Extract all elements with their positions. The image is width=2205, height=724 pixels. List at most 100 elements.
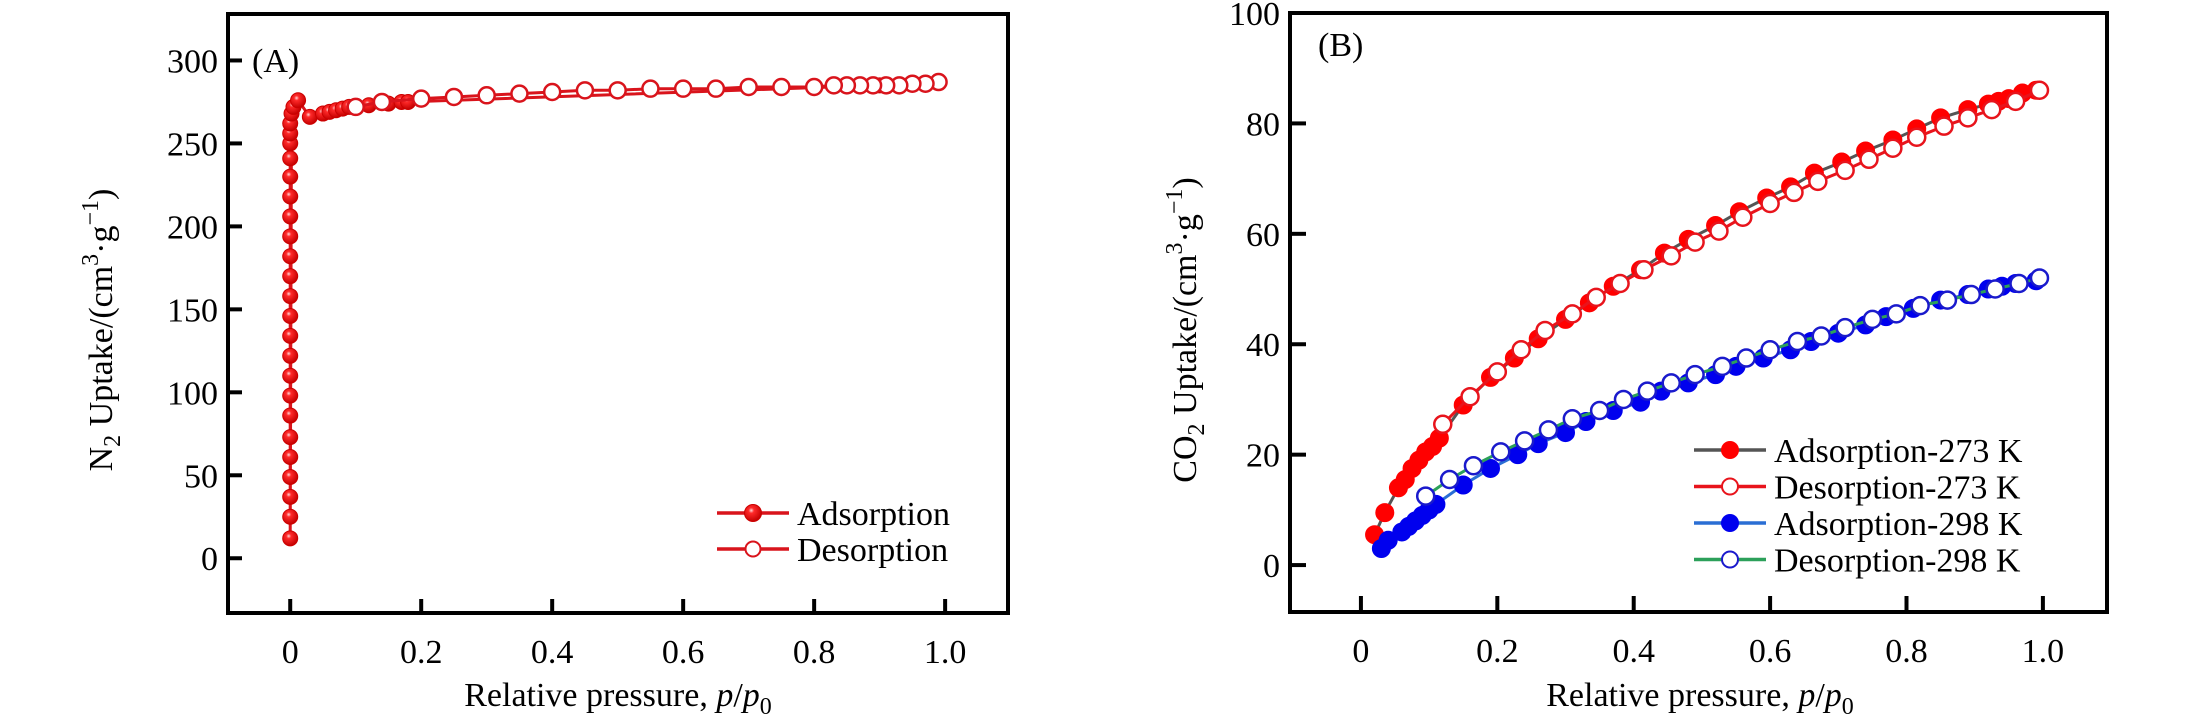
y-label-a-sub: 2 [100, 435, 126, 447]
data-point [1760, 340, 1780, 360]
data-point [1736, 348, 1756, 368]
data-point [282, 307, 299, 324]
y-label-b-sup: 3 [1162, 242, 1188, 254]
data-point [1859, 149, 1879, 170]
data-point [1535, 320, 1555, 341]
data-point [1937, 290, 1958, 310]
y-tick-label: 300 [167, 43, 218, 80]
x-label-main: Relative pressure, [464, 677, 716, 714]
y-label-c-sup: −1 [78, 200, 104, 226]
data-point [290, 92, 307, 109]
data-point [282, 468, 299, 485]
legend-marker [1721, 477, 1739, 496]
x-tick-label: 1.0 [924, 634, 967, 671]
y-label-c-sup: −1 [1162, 189, 1188, 215]
data-point [282, 188, 299, 205]
panel-a-series [282, 72, 948, 547]
data-point [1787, 331, 1808, 352]
y-label-b-sup: 3 [78, 254, 104, 266]
y-tick-label: 0 [201, 541, 218, 578]
y-tick-label: 60 [1246, 217, 1280, 254]
data-point [477, 86, 496, 105]
data-point [1433, 414, 1453, 435]
y-label-c: ·g [83, 225, 120, 253]
data-point [1733, 207, 1753, 228]
legend-marker [744, 504, 762, 522]
data-point [1906, 127, 1927, 147]
data-point [1712, 356, 1733, 377]
x-label-p: p [714, 677, 733, 714]
plot-area [282, 72, 948, 547]
legend-marker [1721, 550, 1739, 569]
y-tick-label: 50 [184, 458, 218, 495]
x-label-p0: p [1823, 677, 1842, 714]
series-desorption-273-k [1433, 80, 2050, 435]
legend-item: Desorption-298 K [1694, 543, 2021, 580]
data-point [1685, 232, 1705, 252]
y-label-b: Uptake/(cm [1167, 254, 1204, 423]
y-tick-label: 40 [1246, 327, 1280, 364]
y-tick-label: 100 [167, 375, 218, 412]
data-point [1562, 409, 1583, 429]
data-point [1487, 362, 1508, 382]
data-point [510, 84, 529, 103]
legend-item: Desorption [717, 532, 948, 569]
panel-a-x-axis-label: Relative pressure, p/p0 [464, 677, 772, 720]
panel-b-series [1365, 80, 2050, 559]
data-point [1613, 389, 1634, 410]
data-point [1439, 469, 1460, 490]
series-desorption [346, 72, 948, 117]
legend-item: Adsorption-273 K [1694, 433, 2023, 470]
y-label-a: CO [1167, 435, 1204, 482]
data-point [1511, 340, 1531, 360]
data-point [542, 82, 562, 102]
data-point [282, 449, 299, 466]
panel-b-ticks: 0 0.2 0.4 0.6 0.8 1.0 0 20 40 60 80 100 [1229, 0, 2064, 670]
panel-a: 0 0.2 0.4 0.6 0.8 1.0 0 50 100 150 200 250 300 (A) A… [78, 12, 1010, 720]
panel-a-ticks: 0 0.2 0.4 0.6 0.8 1.0 0 50 100 150 200 250 300 [167, 43, 966, 671]
data-point [1490, 442, 1511, 462]
data-point [1862, 309, 1883, 330]
data-point [282, 168, 299, 185]
legend-marker [1721, 441, 1739, 459]
data-point [1375, 503, 1395, 523]
x-tick-label: 0 [282, 634, 299, 671]
data-point [282, 508, 299, 525]
data-point [411, 89, 431, 108]
data-point [1637, 381, 1658, 401]
data-point [1586, 287, 1606, 308]
data-point [641, 79, 660, 98]
x-label-sub: 0 [760, 694, 772, 720]
data-point [1589, 400, 1610, 421]
legend-item: Adsorption-298 K [1694, 506, 2023, 543]
data-point [282, 530, 299, 547]
data-point [575, 81, 595, 100]
plot-area [1365, 80, 2050, 559]
data-point [608, 81, 627, 100]
data-point [1835, 160, 1855, 181]
y-tick-label: 100 [1229, 0, 1280, 33]
data-point [1784, 182, 1804, 203]
data-point [444, 87, 464, 107]
data-point [1934, 116, 1954, 136]
data-point [282, 407, 299, 424]
legend-label: Desorption [797, 532, 948, 569]
legend-item: Desorption-273 K [1694, 470, 2021, 507]
panel-a-frame [226, 12, 1010, 615]
data-point [1415, 486, 1436, 506]
data-point [2005, 91, 2026, 112]
x-label-p: p [1796, 677, 1815, 714]
legend-label: Adsorption-298 K [1774, 506, 2023, 543]
y-label-d: ) [83, 189, 120, 200]
data-point [1760, 193, 1780, 214]
y-label-b: Uptake/(cm [83, 266, 120, 435]
panel-b-y-axis-label: CO2 Uptake/(cm3·g−1) [1162, 177, 1210, 482]
data-point [282, 228, 299, 245]
data-point [1709, 221, 1729, 241]
y-tick-label: 200 [167, 209, 218, 246]
y-tick-label: 150 [167, 292, 218, 329]
data-point [1661, 246, 1681, 266]
data-point [706, 79, 726, 98]
x-label-slash: / [1815, 677, 1825, 714]
x-tick-label: 0.2 [1476, 633, 1519, 670]
